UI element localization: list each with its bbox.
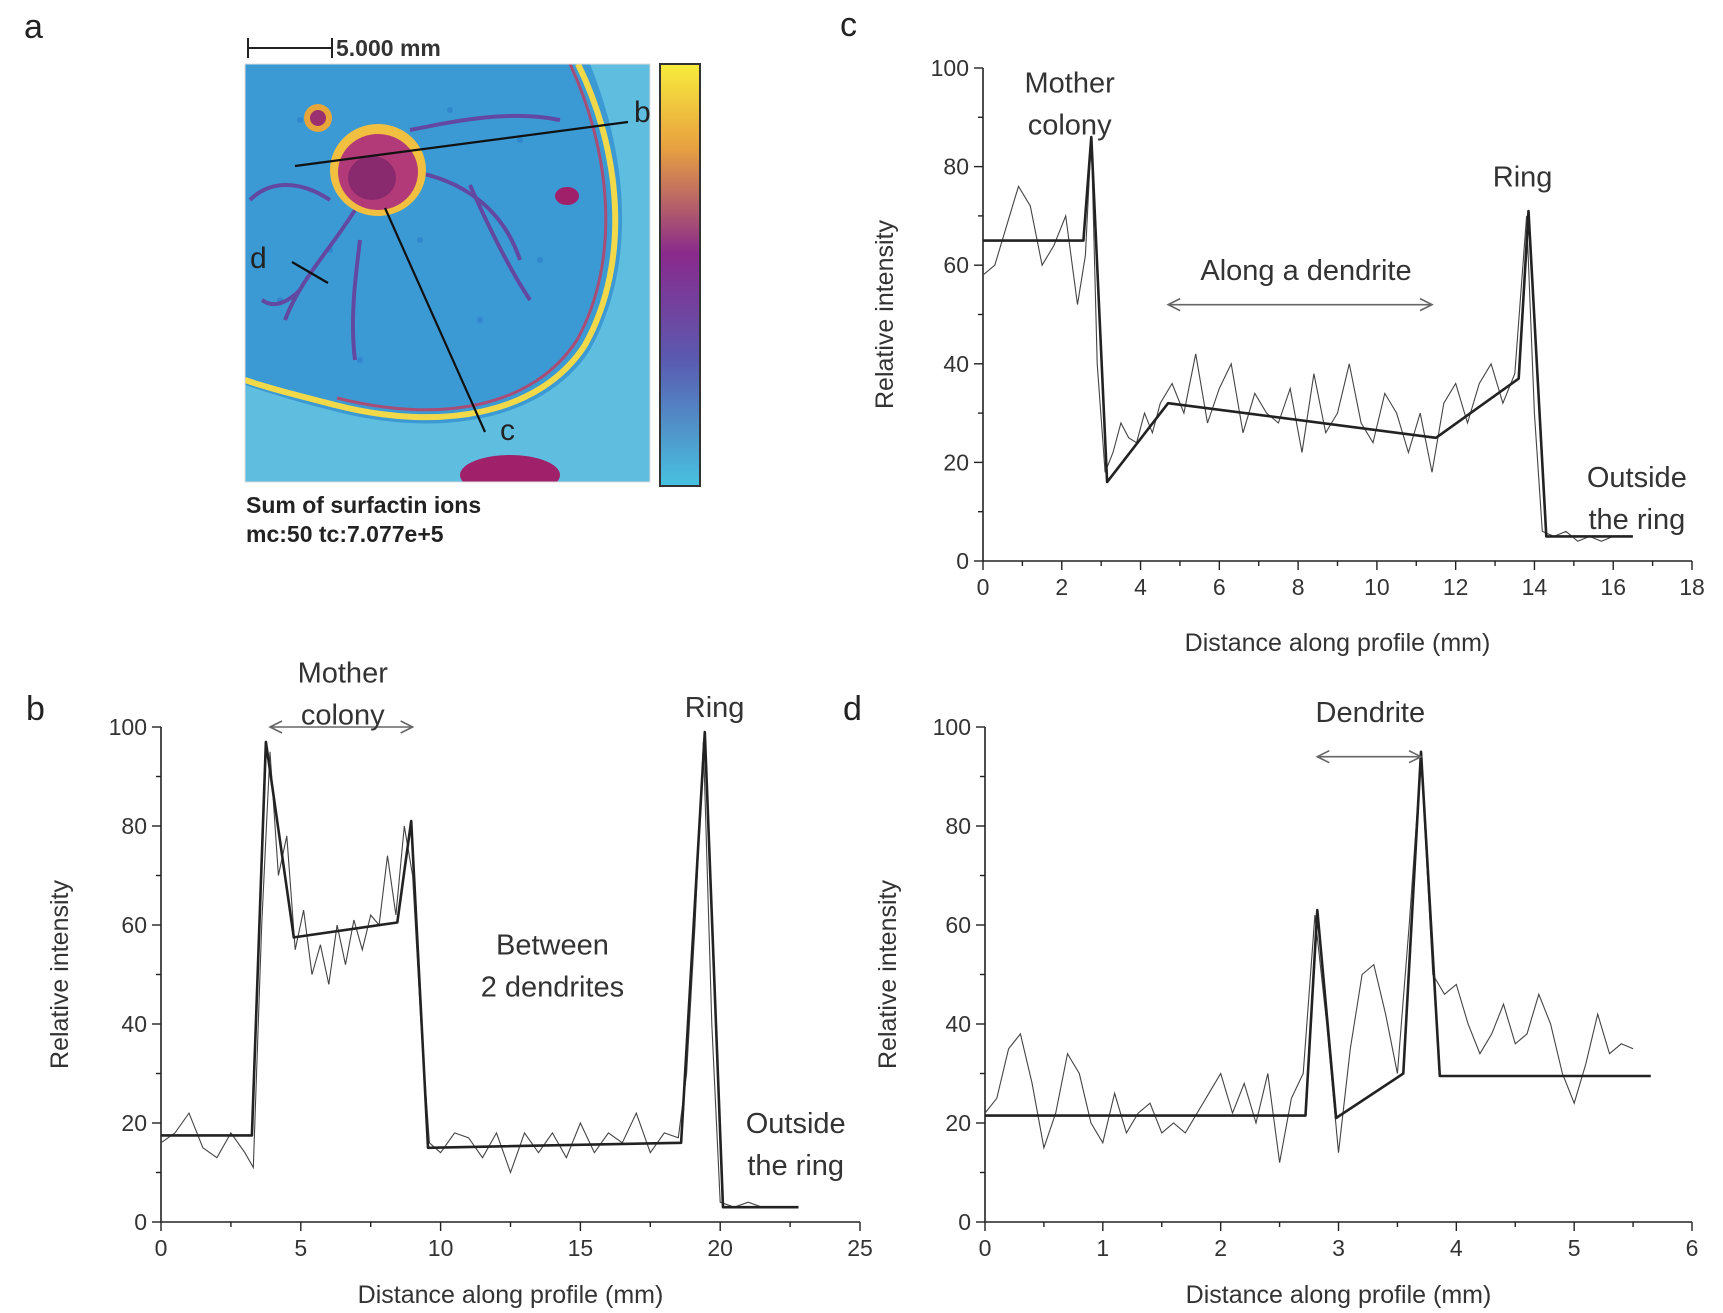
arrow-head-right-d (1408, 749, 1423, 764)
panel-letter-b: b (26, 690, 45, 728)
annotation-c: Outside (1587, 462, 1687, 494)
profile-lines (291, 120, 629, 433)
annotation-b: Outside (746, 1108, 846, 1140)
annotation-c: Along a dendrite (1200, 255, 1411, 287)
x-tick-label-d: 2 (1214, 1235, 1227, 1261)
y-tick-label-c: 40 (943, 351, 969, 377)
x-tick-label-c: 2 (1055, 574, 1068, 600)
x-tick-label-d: 3 (1332, 1235, 1345, 1261)
annotation-b: 2 dendrites (481, 972, 625, 1004)
x-tick-label-b: 0 (155, 1235, 168, 1261)
x-tick-label-c: 12 (1443, 574, 1469, 600)
annotation-c: the ring (1588, 504, 1685, 536)
y-tick-label-c: 0 (956, 548, 969, 574)
panel-letter-c: c (840, 6, 857, 44)
x-tick-label-c: 0 (977, 574, 990, 600)
x-tick-label-c: 4 (1134, 574, 1147, 600)
y-tick-label-d: 100 (933, 714, 971, 740)
annotation-b: Ring (685, 692, 745, 724)
arrow-head-left-b (268, 720, 283, 734)
annotation-b: Mother (298, 657, 389, 689)
panel-a: a 5.000 mm (24, 8, 701, 547)
caption-line-1: Sum of surfactin ions (246, 492, 481, 518)
y-axis-label-b: Relative intensity (46, 880, 74, 1069)
annotation-c: Mother (1025, 68, 1116, 100)
x-tick-label-c: 16 (1600, 574, 1626, 600)
profile-label-d: d (250, 242, 267, 275)
series-fit-b (161, 730, 799, 1209)
arrow-head-right-b (400, 720, 415, 734)
x-tick-label-b: 20 (707, 1235, 733, 1261)
scale-bar: 5.000 mm (247, 35, 441, 61)
arrow-head-left-c (1166, 297, 1181, 312)
arrow-head-right-c (1419, 297, 1434, 312)
x-tick-label-d: 6 (1686, 1235, 1699, 1261)
x-tick-label-d: 0 (979, 1235, 992, 1261)
y-tick-label-b: 100 (109, 714, 147, 740)
x-tick-label-b: 15 (568, 1235, 594, 1261)
x-tick-label-b: 10 (428, 1235, 454, 1261)
y-tick-label-d: 40 (945, 1011, 971, 1037)
x-axis-label-d: Distance along profile (mm) (1186, 1281, 1492, 1309)
y-tick-label-d: 60 (945, 912, 971, 938)
series-raw-b (160, 741, 791, 1208)
y-tick-label-d: 80 (945, 813, 971, 839)
scale-bar-label: 5.000 mm (336, 35, 441, 61)
x-tick-label-d: 4 (1450, 1235, 1463, 1261)
series-raw-d (984, 756, 1634, 1163)
x-tick-label-c: 6 (1213, 574, 1226, 600)
x-tick-label-b: 25 (847, 1235, 873, 1261)
x-tick-label-c: 14 (1522, 574, 1548, 600)
y-tick-label-b: 20 (121, 1110, 147, 1136)
y-tick-label-b: 40 (121, 1011, 147, 1037)
annotation-b: colony (301, 699, 385, 731)
y-tick-label-b: 60 (121, 912, 147, 938)
series-raw-c (982, 136, 1614, 542)
series-fit-c (983, 135, 1633, 538)
y-tick-label-b: 0 (134, 1209, 147, 1235)
colorbar (659, 63, 701, 487)
x-tick-label-b: 5 (294, 1235, 307, 1261)
y-axis-label-d: Relative intensity (874, 880, 902, 1069)
y-tick-label-d: 20 (945, 1110, 971, 1136)
annotation-b: Between (496, 930, 609, 962)
series-fit-d (985, 750, 1651, 1120)
y-tick-label-d: 0 (958, 1209, 971, 1235)
annotation-c: Ring (1493, 161, 1553, 193)
y-axis-label-c: Relative intensity (871, 220, 899, 409)
annotation-b: the ring (747, 1150, 844, 1182)
profile-label-b: b (634, 96, 651, 129)
panel-letter-a: a (24, 8, 43, 46)
chart-c: c 0 2 4 6 8 10 12 14 16 18 0 20 40 60 80 100 Distance al… (840, 6, 1705, 657)
y-tick-label-c: 60 (943, 252, 969, 278)
profile-label-c: c (500, 414, 515, 447)
y-tick-label-c: 100 (931, 55, 969, 81)
x-tick-label-d: 1 (1096, 1235, 1109, 1261)
y-tick-label-c: 80 (943, 154, 969, 180)
y-tick-label-b: 80 (121, 813, 147, 839)
y-tick-label-c: 20 (943, 449, 969, 475)
x-axis-label-c: Distance along profile (mm) (1185, 629, 1491, 657)
arrow-head-left-d (1315, 749, 1330, 764)
panel-letter-d: d (843, 690, 862, 728)
x-tick-label-c: 18 (1679, 574, 1705, 600)
annotation-c: colony (1028, 110, 1112, 142)
x-tick-label-d: 5 (1568, 1235, 1581, 1261)
caption-line-2: mc:50 tc:7.077e+5 (246, 521, 444, 547)
x-axis-label-b: Distance along profile (mm) (358, 1281, 664, 1309)
x-tick-label-c: 10 (1364, 574, 1390, 600)
x-tick-label-c: 8 (1292, 574, 1305, 600)
chart-b: b 0 5 10 15 20 25 0 20 40 60 80 100 Distance along p… (26, 657, 873, 1309)
annotation-d: Dendrite (1316, 697, 1426, 729)
ion-image (245, 64, 650, 482)
